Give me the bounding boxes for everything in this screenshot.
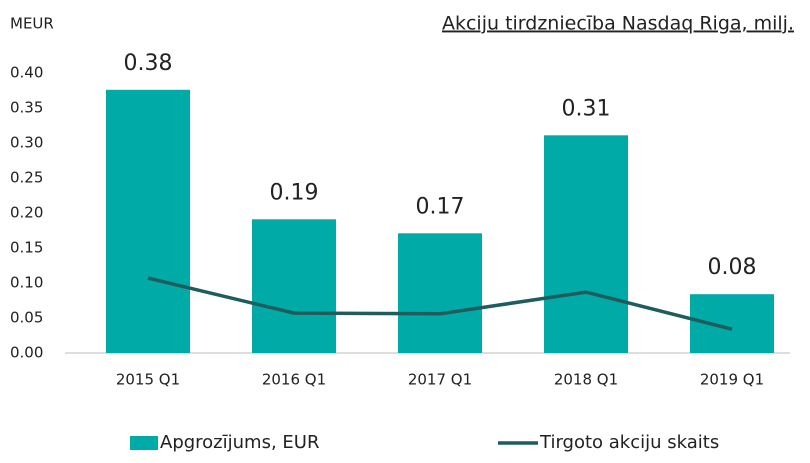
y-tick-label: 0.35 xyxy=(10,99,43,117)
y-tick-label: 0.25 xyxy=(10,169,43,187)
bar xyxy=(544,135,628,353)
bar xyxy=(398,233,482,353)
bar xyxy=(690,294,774,353)
x-tick-label: 2015 Q1 xyxy=(116,371,180,389)
x-tick-label: 2016 Q1 xyxy=(262,371,326,389)
y-tick-label: 0.05 xyxy=(10,309,43,327)
legend-label: Tirgoto akciju skaits xyxy=(539,432,719,453)
y-tick-label: 0.00 xyxy=(10,344,43,362)
y-tick-label: 0.15 xyxy=(10,239,43,257)
value-label: 0.31 xyxy=(562,96,611,121)
x-tick-label: 2018 Q1 xyxy=(554,371,618,389)
y-tick-label: 0.30 xyxy=(10,134,43,152)
y-tick-label: 0.20 xyxy=(10,204,43,222)
y-tick-label: 0.10 xyxy=(10,274,43,292)
line xyxy=(147,276,733,331)
bar xyxy=(106,89,190,354)
x-tick-label: 2017 Q1 xyxy=(408,371,472,389)
y-tick-label: 0.40 xyxy=(10,64,43,82)
legend-swatch xyxy=(130,436,158,450)
value-label: 0.19 xyxy=(270,180,319,205)
chart-title: Akciju tirdzniecība Nasdaq Riga, milj. xyxy=(442,13,794,35)
value-label: 0.17 xyxy=(416,194,465,219)
x-tick-label: 2019 Q1 xyxy=(700,371,764,389)
y-axis-label: MEUR xyxy=(10,15,54,33)
value-label: 0.08 xyxy=(708,255,757,280)
value-label: 0.38 xyxy=(124,51,173,76)
legend-label: Apgrozījums, EUR xyxy=(160,432,319,453)
bar xyxy=(252,219,336,353)
